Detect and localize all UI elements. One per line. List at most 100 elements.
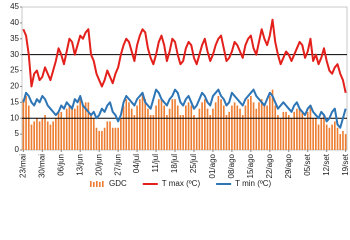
bar [269, 95, 271, 150]
legend-swatch [90, 181, 92, 187]
bar [82, 105, 84, 150]
bar [120, 118, 122, 150]
bar [201, 102, 203, 150]
legend-swatch [99, 182, 101, 187]
x-tick-label: 01/ago [208, 153, 217, 178]
x-tick-label: 04/jul [132, 154, 141, 173]
bar [103, 127, 106, 150]
bar [247, 99, 249, 150]
bar [312, 118, 314, 150]
y-tick-label: 20 [10, 82, 19, 91]
bar [101, 130, 103, 150]
bar [323, 115, 325, 150]
legend-swatch [102, 181, 104, 187]
bar [52, 121, 54, 150]
x-tick-label: 20/jun [94, 154, 103, 176]
bar [149, 115, 152, 150]
line [22, 18, 347, 94]
y-tick-label: 5 [15, 129, 20, 138]
bar [157, 99, 160, 150]
legend-label: T max (ºC) [162, 179, 201, 188]
bar [44, 115, 46, 150]
bar [106, 121, 109, 150]
x-tick-label: 19/set [341, 153, 350, 176]
bar [33, 121, 35, 150]
y-tick-label: 40 [10, 18, 19, 27]
y-tick-label: 10 [10, 113, 19, 122]
legend-label: T min (ºC) [235, 179, 271, 188]
bar [160, 99, 163, 150]
bar [193, 115, 195, 150]
bar [60, 111, 63, 150]
bar [258, 102, 260, 150]
bar [147, 108, 149, 150]
x-tick-label: 13/jun [75, 154, 84, 176]
x-tick-label: 18/jul [170, 154, 179, 173]
bar [68, 105, 71, 150]
bar [122, 105, 125, 150]
bar [334, 121, 336, 150]
bar [74, 108, 76, 150]
bar [22, 99, 25, 150]
bar [220, 99, 222, 150]
bar [38, 121, 41, 150]
bar [185, 105, 187, 150]
bar [98, 130, 100, 150]
bar [228, 111, 230, 150]
bar [279, 118, 282, 150]
bar [190, 105, 193, 150]
bar [252, 102, 255, 150]
bar [130, 108, 133, 150]
bar [27, 105, 30, 150]
bar [57, 111, 60, 150]
bar [152, 115, 155, 150]
bar [125, 99, 128, 150]
bar [30, 124, 33, 150]
bar [328, 127, 331, 150]
bar [133, 115, 136, 150]
bar [342, 130, 344, 150]
bar [212, 108, 214, 150]
bar [260, 99, 263, 150]
y-tick-label: 0 [15, 145, 20, 154]
bar [65, 108, 68, 150]
bar [117, 127, 119, 150]
bar [277, 115, 279, 150]
x-tick-label: 05/set [303, 153, 312, 176]
bar [109, 121, 111, 150]
bar [171, 99, 174, 150]
bar [250, 95, 252, 150]
bar [306, 111, 309, 150]
x-tick-label: 22/ago [265, 153, 274, 178]
bar [233, 102, 236, 150]
x-tick-label: 12/set [322, 153, 331, 176]
bar [95, 127, 98, 150]
bar [204, 99, 206, 150]
y-tick-label: 35 [10, 34, 19, 43]
y-tick-label: 45 [10, 2, 19, 11]
bar [320, 118, 323, 150]
bar [325, 124, 328, 150]
plot-frame [21, 6, 348, 151]
bar [79, 99, 82, 150]
bar [236, 105, 239, 150]
bar [290, 118, 293, 150]
bar [144, 99, 147, 150]
bar [155, 105, 157, 150]
bar [76, 105, 79, 150]
x-tick-label: 06/jun [56, 154, 65, 176]
bar [266, 105, 268, 150]
legend-swatch [96, 181, 98, 187]
bar [87, 102, 90, 150]
bar [304, 118, 306, 150]
bar [209, 115, 212, 150]
x-tick-label: 30/mai [37, 154, 46, 178]
bar [225, 115, 228, 150]
x-tick-label: 11/jul [151, 154, 160, 173]
bar [222, 105, 225, 150]
bar [55, 118, 57, 150]
legend-label: GDC [109, 179, 127, 188]
bar [285, 111, 287, 150]
bar [239, 108, 241, 150]
bar [41, 118, 44, 150]
